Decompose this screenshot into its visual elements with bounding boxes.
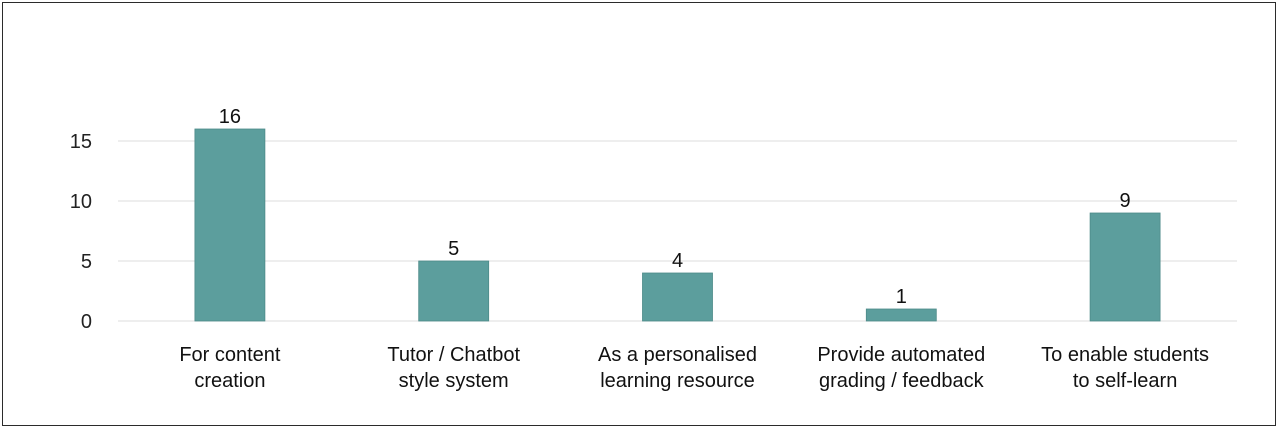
y-tick-label: 15	[70, 131, 92, 153]
y-tick-label: 0	[81, 311, 92, 333]
bar-value-label: 5	[448, 238, 459, 260]
category-label-line: grading / feedback	[819, 370, 985, 392]
category-label-line: Provide automated	[817, 344, 985, 366]
bar-value-label: 1	[896, 286, 907, 308]
bar	[418, 260, 490, 322]
bar	[642, 272, 713, 322]
y-tick-label: 10	[70, 191, 92, 213]
category-label-line: learning resource	[600, 370, 755, 392]
category-label: For content creation	[179, 344, 281, 392]
category-labels: For content creation Tutor / Chatbot style …	[179, 344, 1209, 392]
bar-value-label: 9	[1120, 190, 1131, 212]
category-label: Provide automated grading / feedback	[817, 344, 985, 392]
value-labels: 16 5 4 1 9	[219, 106, 1131, 308]
category-label-line: creation	[194, 370, 265, 392]
bar	[865, 308, 937, 322]
bar-value-label: 4	[672, 250, 683, 272]
category-label: Tutor / Chatbot style system	[387, 344, 520, 392]
bar	[1089, 212, 1161, 322]
category-label-line: As a personalised	[598, 344, 757, 366]
y-tick-label: 5	[81, 251, 92, 273]
category-label-line: to self-learn	[1073, 370, 1178, 392]
bar	[194, 128, 266, 322]
category-label: As a personalised learning resource	[598, 344, 757, 392]
y-axis-ticks: 0 5 10 15	[70, 131, 92, 333]
category-label-line: Tutor / Chatbot	[387, 344, 520, 366]
category-label-line: style system	[399, 370, 509, 392]
category-label-line: For content	[179, 344, 281, 366]
bar-value-label: 16	[219, 106, 241, 128]
category-label: To enable students to self-learn	[1041, 344, 1209, 392]
bars	[194, 128, 1161, 322]
category-label-line: To enable students	[1041, 344, 1209, 366]
